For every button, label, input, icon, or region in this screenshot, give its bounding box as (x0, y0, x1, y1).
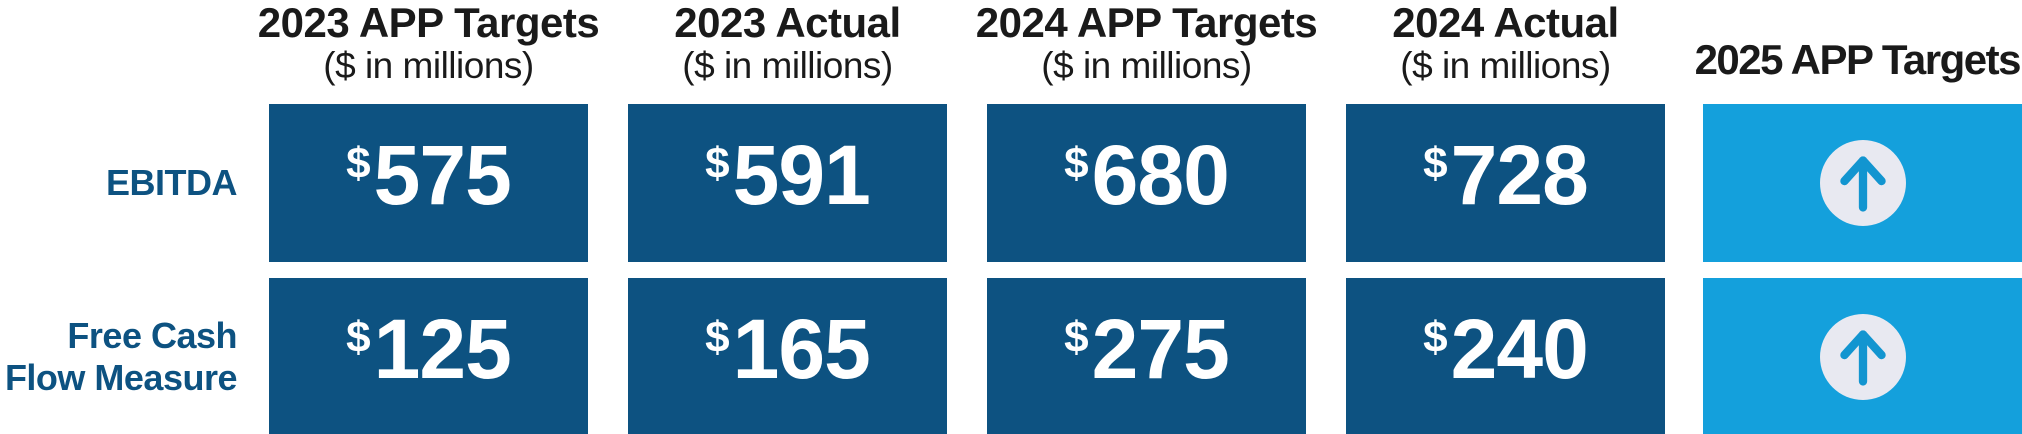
column-header-2024-actual: 2024 Actual ($ in millions) (1346, 0, 1665, 92)
currency-symbol: $ (1423, 312, 1448, 362)
currency-symbol: $ (1064, 312, 1089, 362)
column-header-2023-app-targets: 2023 APP Targets ($ in millions) (258, 0, 600, 92)
column-header-2023-actual: 2023 Actual ($ in millions) (628, 0, 947, 92)
column-title: 2023 APP Targets (257, 0, 600, 46)
currency-symbol: $ (346, 312, 371, 362)
currency-symbol: $ (705, 312, 730, 362)
column-subtitle: ($ in millions) (682, 45, 893, 86)
target-cell-ebitda-2025 (1703, 104, 2022, 262)
column-subtitle: ($ in millions) (1400, 45, 1611, 86)
value-cell-fcf-2024-target: $275 (987, 278, 1306, 434)
column-title: 2023 Actual (674, 0, 901, 46)
cell-value: $165 (705, 301, 871, 396)
value-cell-ebitda-2024-actual: $728 (1346, 104, 1665, 262)
cell-value: $240 (1423, 301, 1589, 396)
cell-value: $125 (346, 301, 512, 396)
value-cell-ebitda-2024-target: $680 (987, 104, 1306, 262)
cell-value: $591 (705, 127, 871, 222)
column-title: 2024 APP Targets (975, 0, 1318, 46)
value-cell-ebitda-2023-target: $575 (269, 104, 588, 262)
column-subtitle: ($ in millions) (323, 45, 534, 86)
value-cell-fcf-2023-actual: $165 (628, 278, 947, 434)
cell-value: $728 (1423, 127, 1589, 222)
up-arrow-icon (1819, 314, 1906, 400)
target-cell-fcf-2025 (1703, 278, 2022, 434)
column-header-2025-app-targets: 2025 APP Targets (1694, 36, 2022, 83)
value-cell-fcf-2023-target: $125 (269, 278, 588, 434)
value-cell-fcf-2024-actual: $240 (1346, 278, 1665, 434)
column-header-2024-app-targets: 2024 APP Targets ($ in millions) (976, 0, 1318, 92)
currency-symbol: $ (1064, 138, 1089, 188)
cell-value: $680 (1064, 127, 1230, 222)
row-label-ebitda: EBITDA (0, 104, 238, 262)
row-label-text: EBITDA (106, 162, 238, 203)
row-label-text: Free Cash Flow Measure (4, 315, 238, 398)
column-subtitle: ($ in millions) (1041, 45, 1252, 86)
currency-symbol: $ (346, 138, 371, 188)
column-title: 2024 Actual (1392, 0, 1619, 46)
value-cell-ebitda-2023-actual: $591 (628, 104, 947, 262)
up-arrow-icon (1819, 140, 1906, 226)
currency-symbol: $ (705, 138, 730, 188)
currency-symbol: $ (1423, 138, 1448, 188)
cell-value: $275 (1064, 301, 1230, 396)
row-label-free-cash-flow-measure: Free Cash Flow Measure (0, 278, 238, 434)
cell-value: $575 (346, 127, 512, 222)
